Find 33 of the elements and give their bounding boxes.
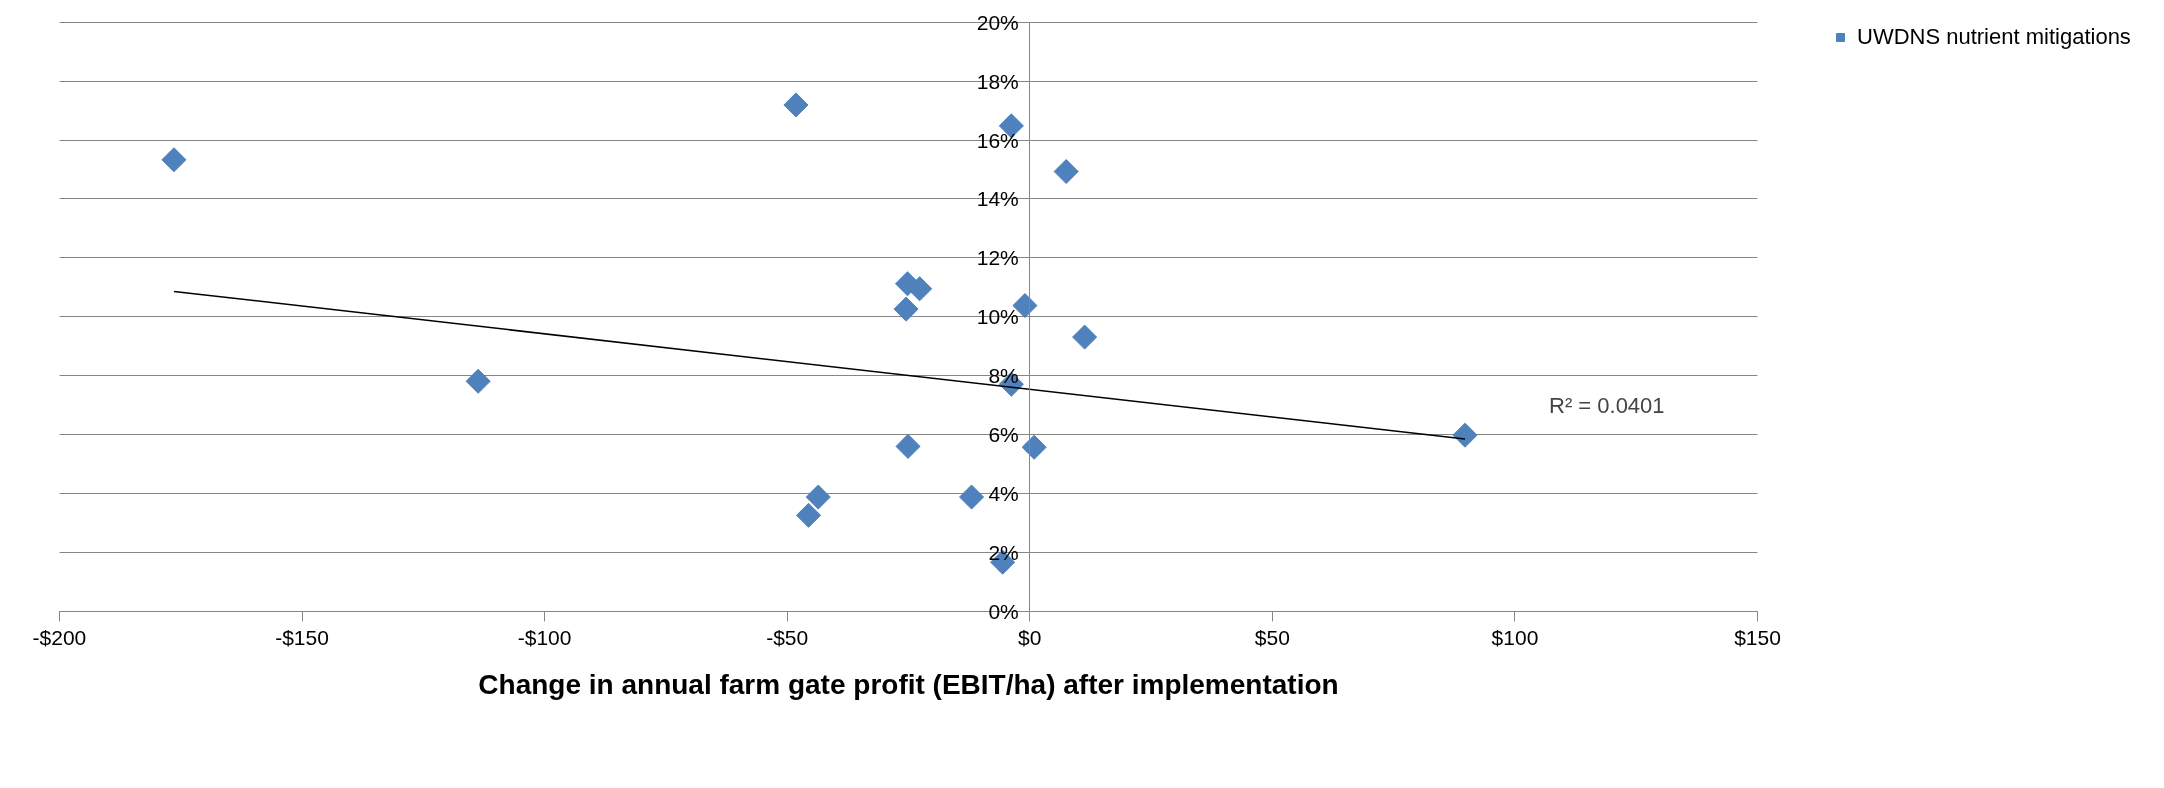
- x-tick-label: $50: [1254, 626, 1290, 650]
- point: [893, 296, 919, 322]
- point: [465, 368, 491, 394]
- point: [895, 433, 921, 459]
- point: [783, 92, 809, 118]
- y-tick-label: 12%: [976, 246, 1019, 270]
- point: [1021, 434, 1047, 460]
- legend-label: UWDNS nutrient mitigations: [1857, 24, 2131, 50]
- x-tick-label: -$200: [32, 626, 87, 650]
- y-tick-label: 4%: [988, 482, 1019, 506]
- y-tick-label: 20%: [976, 10, 1019, 34]
- y-tick-label: 14%: [976, 187, 1019, 211]
- y-tick-label: 6%: [988, 423, 1019, 447]
- point: [805, 484, 831, 510]
- x-tick-label: $100: [1491, 626, 1539, 650]
- y-tick-label: 10%: [976, 305, 1019, 329]
- x-tick-label: $150: [1734, 626, 1781, 650]
- point: [161, 147, 187, 173]
- y-tick-label: 2%: [988, 540, 1019, 564]
- x-axis-title: Change in annual farm gate profit (EBIT/ha) after implementation: [478, 668, 1339, 700]
- x-tick-label: $0: [1018, 626, 1042, 650]
- x-tick-label: -$100: [517, 626, 572, 650]
- y-tick-label: 18%: [976, 69, 1019, 93]
- annotation: R² = 0.0401: [1549, 392, 1665, 418]
- x-tick-label: -$150: [275, 626, 329, 650]
- point: [796, 502, 822, 528]
- point: [1452, 422, 1478, 448]
- point: [1053, 159, 1079, 185]
- point: [1072, 324, 1098, 350]
- y-tick-label: 16%: [976, 128, 1019, 152]
- x-tick-label: -$50: [766, 626, 809, 650]
- y-tick-label: 0%: [988, 599, 1019, 623]
- point: [959, 484, 985, 510]
